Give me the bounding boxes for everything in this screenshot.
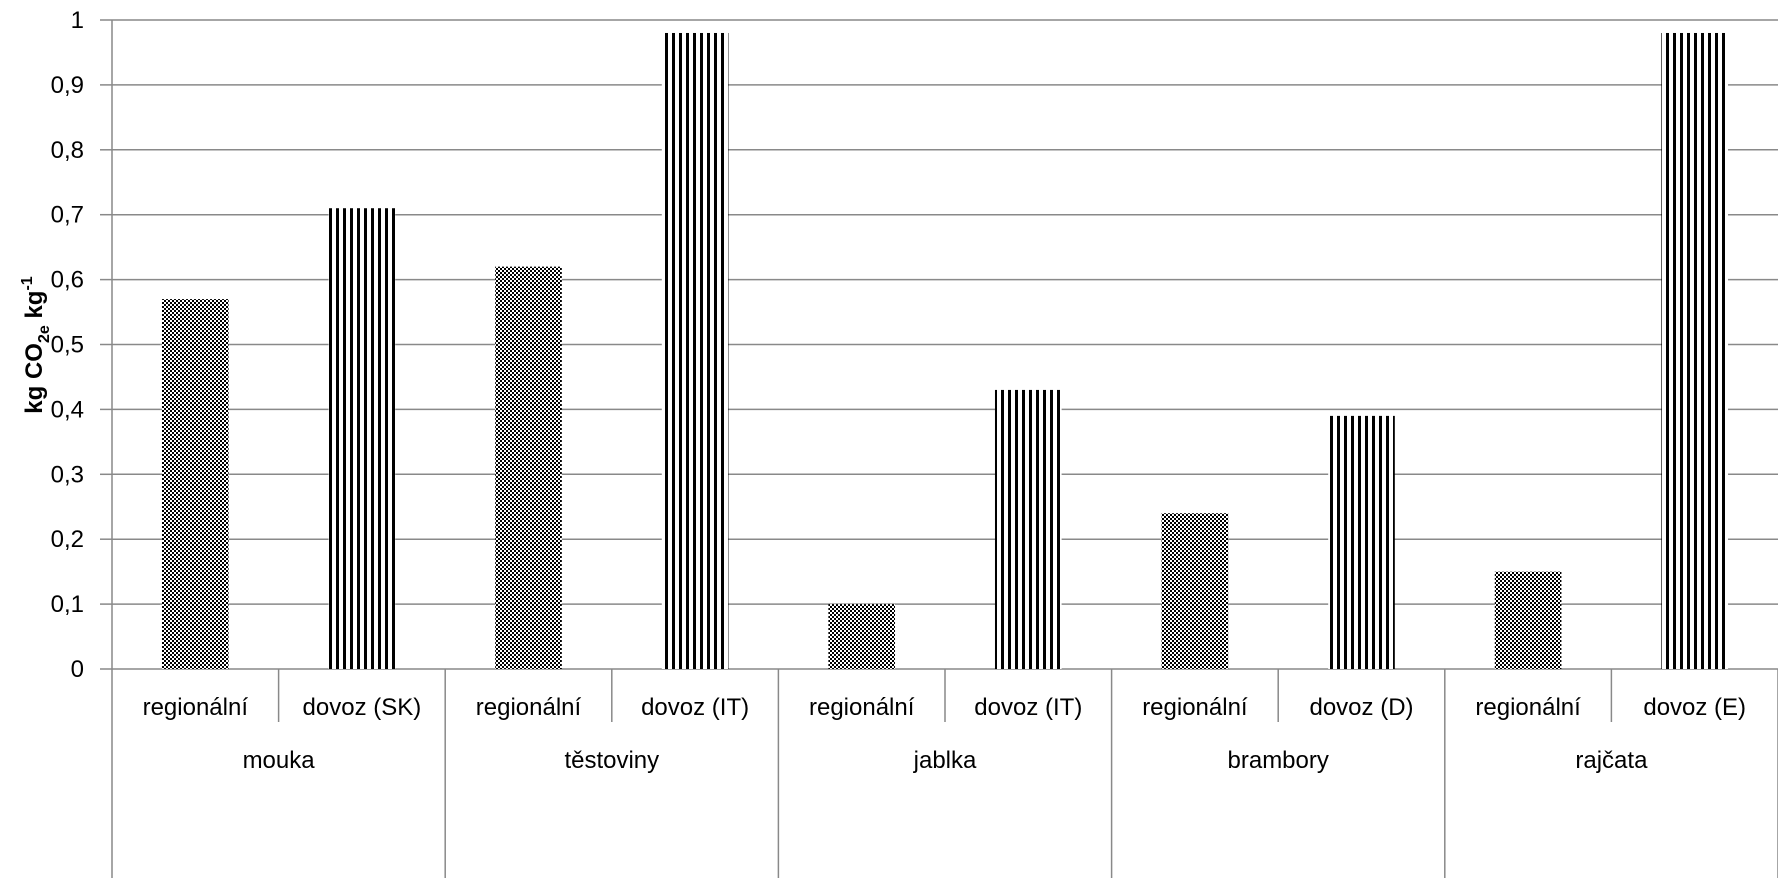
y-tick-label: 0,9 — [51, 72, 84, 99]
y-axis-title-main: kg CO — [21, 343, 48, 414]
y-tick-label: 0,1 — [51, 591, 84, 618]
x-sub-category-label: dovoz (IT) — [641, 694, 749, 721]
bar-mouka-regional — [161, 299, 229, 669]
bar-jablka-regional — [828, 604, 896, 669]
x-category-label: rajčata — [1575, 747, 1648, 774]
bar-jablka-import — [994, 389, 1062, 669]
bar-těstoviny-import — [661, 32, 729, 670]
y-tick-label: 0 — [71, 656, 84, 683]
x-sub-category-label: regionální — [143, 694, 249, 721]
y-axis-title-sub: 2e — [36, 325, 53, 343]
bar-rajčata-regional — [1494, 571, 1562, 669]
y-tick-label: 0,3 — [51, 461, 84, 488]
y-tick-label: 1 — [71, 7, 84, 34]
y-tick-label: 0,7 — [51, 202, 84, 229]
x-sub-category-label: dovoz (D) — [1309, 694, 1413, 721]
bar-mouka-import — [328, 208, 396, 669]
labels: 0 0,1 0,2 0,3 0,4 0,5 0,6 0,7 0,8 0,9 1 regionální d… — [51, 7, 1746, 774]
bar-těstoviny-regional — [495, 266, 562, 669]
y-tick-label: 0,4 — [51, 396, 84, 423]
x-sub-category-label: regionální — [1142, 694, 1248, 721]
y-axis-title-sup: -1 — [19, 276, 36, 290]
x-sub-category-label: regionální — [1475, 694, 1581, 721]
x-category-label: brambory — [1228, 747, 1329, 774]
x-sub-category-label: dovoz (E) — [1643, 694, 1746, 721]
bars — [161, 32, 1729, 670]
y-tick-label: 0,8 — [51, 137, 84, 164]
bar-brambory-regional — [1161, 513, 1229, 669]
x-sub-category-label: regionální — [809, 694, 915, 721]
x-category-label: těstoviny — [564, 747, 659, 774]
y-axis-title-unit: kg — [21, 291, 48, 326]
x-sub-category-label: regionální — [476, 694, 582, 721]
x-sub-category-label: dovoz (SK) — [303, 694, 422, 721]
bar-rajčata-import — [1661, 32, 1729, 670]
y-axis-title: kg CO2e kg-1 — [19, 276, 53, 414]
x-category-label: jablka — [913, 747, 977, 774]
x-category-label: mouka — [243, 747, 316, 774]
x-sub-category-label: dovoz (IT) — [974, 694, 1082, 721]
y-tick-label: 0,2 — [51, 526, 84, 553]
y-tick-label: 0,5 — [51, 332, 84, 359]
bar-brambory-import — [1328, 415, 1395, 669]
y-tick-label: 0,6 — [51, 267, 84, 294]
